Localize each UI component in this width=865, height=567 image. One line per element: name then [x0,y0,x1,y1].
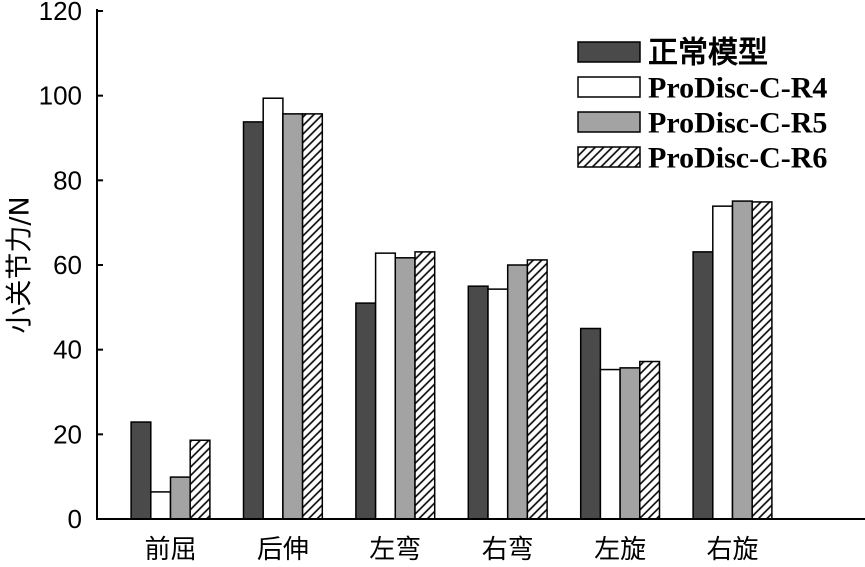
bar-s3-c1 [301,113,324,520]
x-category-label: 左旋 [594,535,646,565]
legend-label: 正常模型 [648,37,768,70]
bar-s1-c0 [150,491,172,520]
bar-s3-c5 [751,201,773,520]
x-category-labels: 前屈 后伸 左弯 右弯 左旋 右旋 [144,535,758,565]
y-tick-label: 100 [39,81,82,111]
y-tick-label: 40 [53,335,82,365]
x-category-label: 左弯 [369,535,421,565]
y-tick-label: 60 [53,250,82,280]
bar-s2-c1 [282,113,304,520]
bar-s0-c5 [692,251,714,520]
legend-label: ProDisc-C-R5 [648,107,827,140]
bar-s1-c1 [262,97,284,520]
bar-s2-c5 [731,200,753,520]
bar-s2-c0 [169,476,191,520]
y-axis-label: 小关节力/N [5,196,36,333]
legend-swatch [577,111,641,133]
y-tick-label: 0 [68,504,82,534]
bar-s2-c3 [506,264,529,520]
legend-swatch [577,41,641,63]
bar-s3-c0 [189,439,211,520]
y-tick-label: 120 [39,0,82,26]
bar-s3-c3 [526,259,548,520]
x-category-label: 后伸 [257,535,309,565]
legend-swatch [577,76,641,98]
bar-s1-c3 [487,288,509,520]
bar-s1-c2 [374,252,397,520]
bar-s2-c2 [394,257,416,520]
bar-s0-c2 [355,302,377,520]
y-tick-label: 20 [53,419,82,449]
bar-s3-c4 [639,360,661,520]
bar-s0-c4 [579,327,602,520]
bars-layer [130,97,773,520]
bar-s0-c0 [130,421,152,520]
bar-s0-c1 [242,121,264,520]
y-tick-label: 80 [53,165,82,195]
legend-label: ProDisc-C-R4 [648,72,827,105]
legend-swatch [577,146,641,168]
x-category-label: 右弯 [482,535,534,565]
y-ticks: 0 20 40 60 80 100 120 [39,0,103,534]
x-category-label: 前屈 [144,535,196,565]
bar-s2-c4 [619,367,641,520]
bar-s1-c4 [599,368,621,520]
legend-label: ProDisc-C-R6 [648,142,827,175]
bar-s3-c2 [414,251,436,520]
bar-s0-c3 [467,285,489,520]
x-category-label: 右旋 [706,535,758,565]
bar-s1-c5 [712,205,734,520]
